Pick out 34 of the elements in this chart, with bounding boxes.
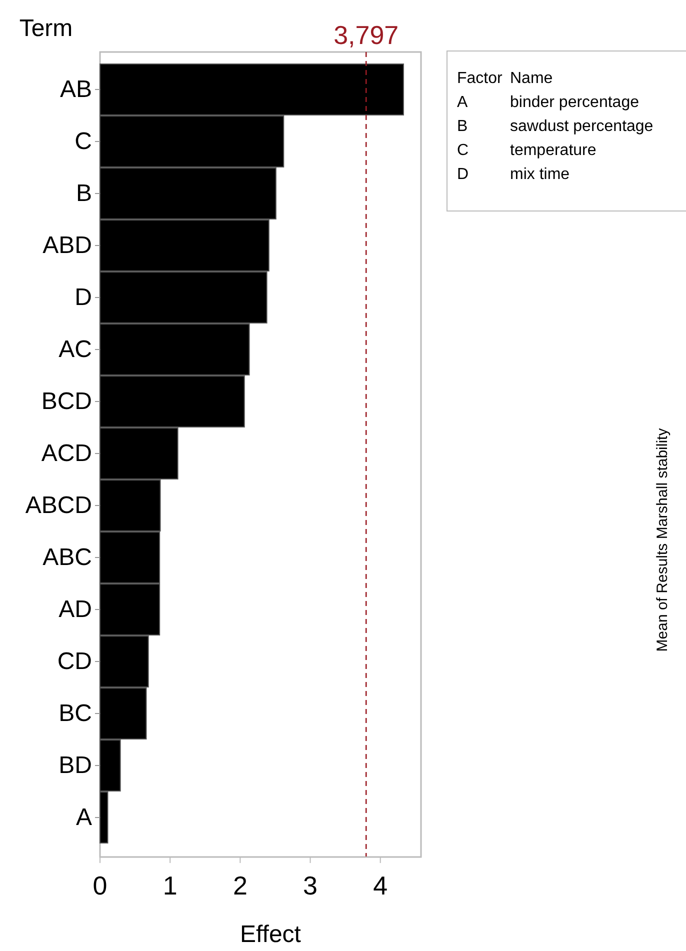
text: Name — [510, 70, 553, 87]
y-tick-label: AD — [58, 596, 92, 624]
y-tick-label: BD — [58, 752, 92, 780]
text: mix time — [510, 166, 570, 183]
y-axis-title: Term — [19, 15, 73, 42]
y-tick-label: ABC — [42, 544, 92, 572]
y-tick-label: AC — [58, 336, 92, 364]
y-tick-label: ABCD — [25, 492, 92, 520]
x-tick-label: 2 — [232, 870, 248, 901]
text: binder percentage — [510, 94, 640, 111]
y-tick-label: ACD — [41, 440, 92, 468]
y-tick-label: AB — [60, 76, 92, 104]
x-tick-label: 3 — [303, 870, 318, 901]
y-tick-label: C — [74, 128, 92, 156]
ref-line-label: 3,797 — [334, 20, 399, 50]
y-tick-label: BCD — [41, 388, 92, 416]
y-tick-label: D — [74, 284, 92, 312]
text: A — [457, 94, 468, 111]
y-tick-label: B — [76, 180, 92, 208]
text: Factor — [457, 70, 504, 87]
x-axis-title: Effect — [240, 921, 302, 948]
x-tick-label: 0 — [92, 870, 108, 901]
text: sawdust percentage — [510, 118, 654, 135]
x-tick-label: 1 — [162, 870, 178, 901]
text: D — [457, 166, 469, 183]
y-tick-label: ABD — [42, 232, 92, 260]
y-tick-label: A — [76, 804, 92, 832]
text: C — [457, 142, 469, 159]
y-tick-label: BC — [58, 700, 92, 728]
text: Mean of Results Marshall stability — [654, 428, 671, 652]
x-tick-label: 4 — [373, 870, 388, 901]
text: temperature — [510, 142, 596, 159]
y-tick-label: CD — [57, 648, 92, 676]
text: B — [457, 118, 468, 135]
